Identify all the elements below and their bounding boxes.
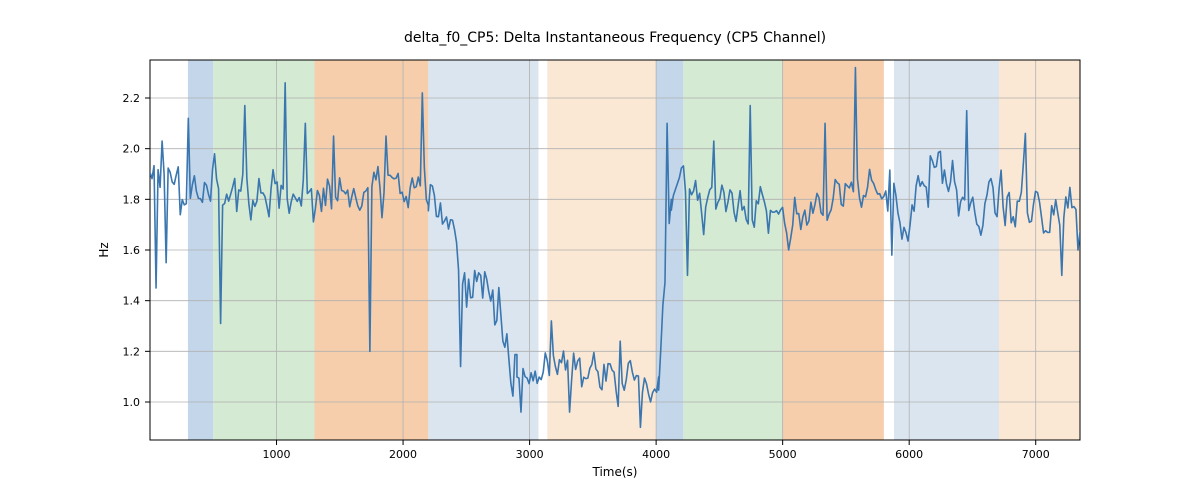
chart-container: delta_f0_CP5: Delta Instantaneous Freque… (0, 0, 1200, 500)
svg-text:1.2: 1.2 (123, 345, 141, 358)
svg-text:3000: 3000 (516, 448, 544, 461)
svg-text:5000: 5000 (769, 448, 797, 461)
svg-text:2000: 2000 (389, 448, 417, 461)
y-axis-label: Hz (97, 242, 111, 257)
svg-text:6000: 6000 (895, 448, 923, 461)
svg-text:1000: 1000 (263, 448, 291, 461)
chart-svg: delta_f0_CP5: Delta Instantaneous Freque… (0, 0, 1200, 500)
chart-title: delta_f0_CP5: Delta Instantaneous Freque… (404, 30, 826, 46)
y-tick-labels: 1.0 1.2 1.4 1.6 1.8 2.0 2.2 (123, 92, 151, 409)
svg-text:1.0: 1.0 (123, 396, 141, 409)
svg-text:4000: 4000 (642, 448, 670, 461)
x-tick-labels: 1000 2000 3000 4000 5000 6000 7000 (263, 440, 1050, 461)
svg-text:7000: 7000 (1022, 448, 1050, 461)
svg-text:2.2: 2.2 (123, 92, 141, 105)
svg-text:1.4: 1.4 (123, 295, 141, 308)
x-axis-label: Time(s) (592, 465, 638, 479)
svg-text:1.8: 1.8 (123, 193, 141, 206)
svg-text:1.6: 1.6 (123, 244, 141, 257)
svg-text:2.0: 2.0 (123, 143, 141, 156)
